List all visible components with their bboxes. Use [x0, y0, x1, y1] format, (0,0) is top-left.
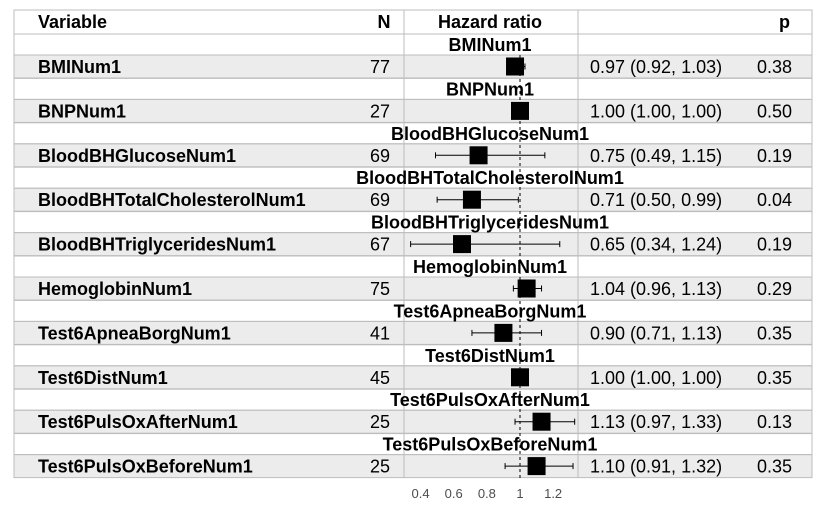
- ci-text: 0.65 (0.34, 1.24): [590, 235, 722, 255]
- variable-label: Test6ApneaBorgNum1: [38, 323, 231, 343]
- section-label: Test6PulsOxAfterNum1: [390, 390, 590, 410]
- ci-text: 1.00 (1.00, 1.00): [590, 101, 722, 121]
- ci-text: 1.13 (0.97, 1.33): [590, 412, 722, 432]
- estimate-point: [469, 146, 488, 165]
- row-band: [14, 55, 812, 78]
- estimate-point: [511, 101, 529, 120]
- p-value: 0.04: [757, 190, 792, 210]
- estimate-point: [527, 457, 546, 476]
- section-border: [13, 33, 813, 56]
- ci-text: 1.00 (1.00, 1.00): [590, 368, 722, 388]
- estimate-point: [506, 57, 525, 76]
- n-value: 69: [370, 190, 390, 210]
- ci-text: 0.90 (0.71, 1.13): [590, 323, 722, 343]
- x-axis: 0.4 0.6 0.8 1 1.2: [412, 486, 563, 501]
- ci-text: 0.97 (0.92, 1.03): [590, 57, 722, 77]
- p-value: 0.38: [757, 57, 792, 77]
- x-tick-label: 0.6: [445, 486, 463, 501]
- p-value: 0.35: [757, 457, 792, 477]
- estimate-point: [462, 190, 481, 209]
- section-label: BNPNum1: [446, 79, 534, 99]
- n-value: 25: [370, 412, 390, 432]
- n-value: 41: [370, 323, 390, 343]
- hazard-ratio-marks: [410, 57, 576, 476]
- row-bands: [14, 55, 812, 478]
- n-value: 69: [370, 146, 390, 166]
- header-n: N: [378, 12, 391, 32]
- n-value: 27: [370, 101, 390, 121]
- x-tick-label: 1: [516, 486, 523, 501]
- row-band: [14, 410, 812, 434]
- section-label: Test6ApneaBorgNum1: [394, 301, 587, 321]
- p-value: 0.50: [757, 101, 792, 121]
- row-band: [14, 143, 812, 167]
- p-value: 0.35: [757, 323, 792, 343]
- variable-label: BloodBHTotalCholesterolNum1: [38, 190, 306, 210]
- estimate-point: [532, 412, 551, 431]
- row-band: [14, 365, 812, 389]
- section-label: HemoglobinNum1: [413, 257, 567, 277]
- table-grid: [13, 9, 813, 479]
- header-border: [13, 9, 813, 35]
- section-label: Test6DistNum1: [425, 346, 555, 366]
- p-value: 0.19: [757, 146, 792, 166]
- ci-text: 0.75 (0.49, 1.15): [590, 146, 722, 166]
- variable-label: HemoglobinNum1: [38, 279, 192, 299]
- variable-label: BMINum1: [38, 57, 121, 77]
- table-rows: BMINum1 BMINum1 77 0.97 (0.92, 1.03) 0.38 BNP…: [38, 35, 792, 477]
- n-value: 25: [370, 457, 390, 477]
- p-value: 0.13: [757, 412, 792, 432]
- section-label: BloodBHTriglyceridesNum1: [371, 213, 609, 233]
- variable-label: BNPNum1: [38, 101, 126, 121]
- p-value: 0.35: [757, 368, 792, 388]
- row-band: [14, 321, 812, 345]
- x-tick-label: 0.8: [478, 486, 496, 501]
- row-border: [13, 454, 813, 479]
- ci-text: 1.10 (0.91, 1.32): [590, 457, 722, 477]
- estimate-point: [517, 279, 536, 298]
- header-variable: Variable: [38, 12, 107, 32]
- row-band: [14, 277, 812, 300]
- variable-label: Test6PulsOxBeforeNum1: [38, 457, 253, 477]
- header-p: p: [779, 12, 790, 32]
- row-band: [14, 454, 812, 478]
- section-label: BloodBHTotalCholesterolNum1: [356, 168, 624, 188]
- table-header: Variable N Hazard ratio p: [38, 12, 790, 32]
- n-value: 75: [370, 279, 390, 299]
- x-tick-label: 1.2: [544, 486, 562, 501]
- estimate-point: [511, 368, 529, 387]
- variable-label: BloodBHGlucoseNum1: [38, 146, 236, 166]
- p-value: 0.29: [757, 279, 792, 299]
- section-border: [13, 344, 813, 367]
- variable-label: BloodBHTriglyceridesNum1: [38, 235, 276, 255]
- section-label: Test6PulsOxBeforeNum1: [383, 435, 598, 455]
- section-label: BloodBHGlucoseNum1: [391, 124, 589, 144]
- n-value: 45: [370, 368, 390, 388]
- estimate-point: [453, 235, 471, 254]
- row-band: [14, 188, 812, 212]
- n-value: 67: [370, 235, 390, 255]
- n-value: 77: [370, 57, 390, 77]
- header-hazard-ratio: Hazard ratio: [438, 12, 542, 32]
- section-border: [13, 77, 813, 100]
- row-band: [14, 99, 812, 123]
- variable-label: Test6PulsOxAfterNum1: [38, 412, 238, 432]
- p-value: 0.19: [757, 235, 792, 255]
- ci-text: 0.71 (0.50, 0.99): [590, 190, 722, 210]
- section-label: BMINum1: [448, 35, 531, 55]
- variable-label: Test6DistNum1: [38, 368, 168, 388]
- ci-text: 1.04 (0.96, 1.13): [590, 279, 722, 299]
- estimate-point: [494, 323, 513, 342]
- x-tick-label: 0.4: [412, 486, 430, 501]
